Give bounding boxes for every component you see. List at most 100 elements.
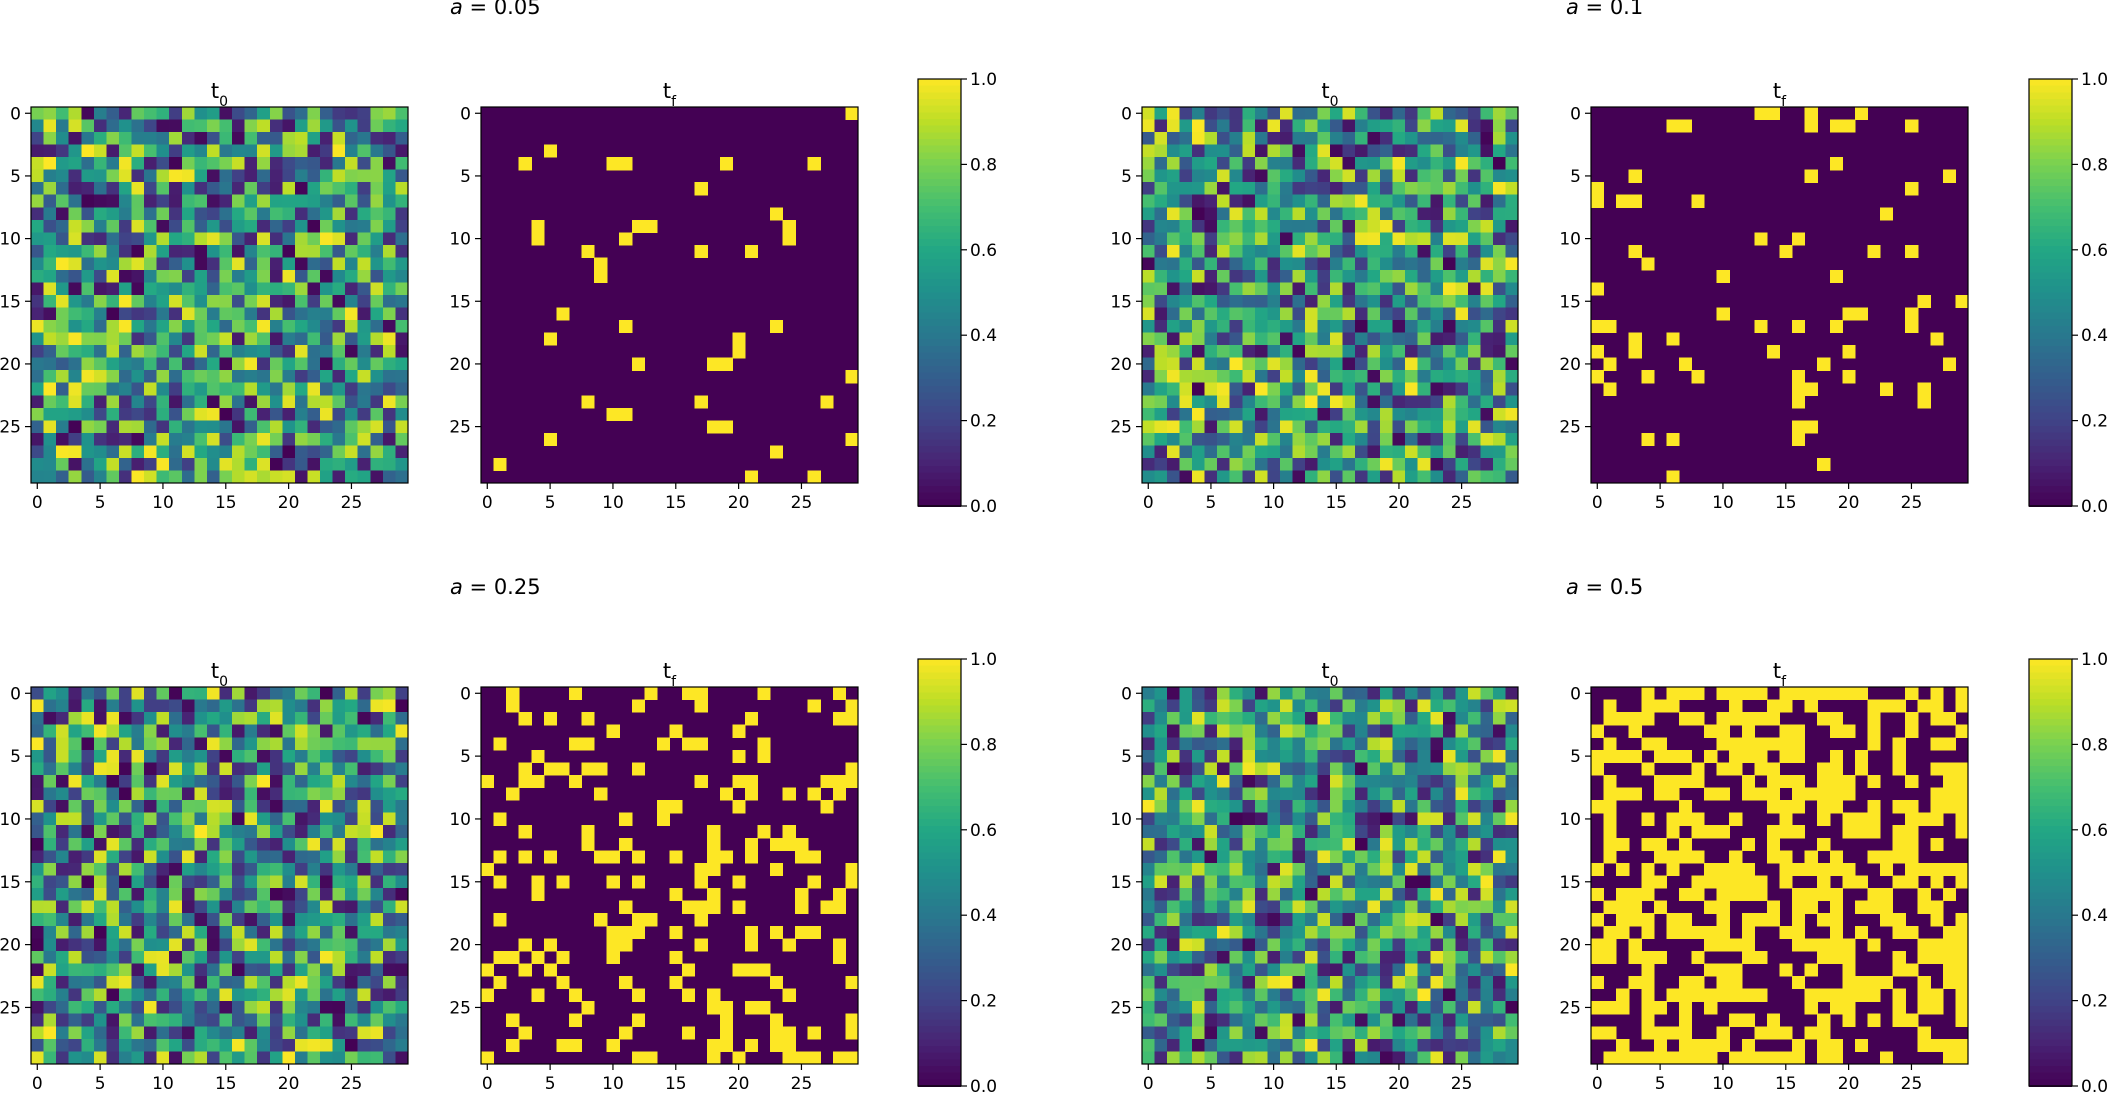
tf-cell	[1628, 976, 1642, 990]
tf-xtick-label: 20	[1838, 493, 1860, 513]
tf-cell	[1704, 1051, 1718, 1065]
t0-cell	[1192, 888, 1206, 902]
t0-cell	[169, 925, 183, 939]
t0-cell	[282, 1013, 296, 1027]
t0-cell	[1392, 774, 1406, 789]
t0-cell	[169, 232, 183, 246]
t0-cell	[1442, 938, 1456, 952]
tf-cell	[1955, 913, 1969, 927]
colorbar-step	[918, 1059, 961, 1067]
t0-cell	[282, 207, 296, 221]
colorbar-step	[918, 399, 961, 407]
t0-cell	[1492, 320, 1507, 334]
t0-cell	[1355, 107, 1369, 121]
t0-cell	[1279, 875, 1293, 889]
t0-cell	[219, 850, 233, 864]
t0-cell	[294, 157, 309, 171]
t0-cell	[1342, 712, 1356, 726]
t0-cell	[93, 976, 107, 990]
t0-cell	[1392, 888, 1406, 902]
t0-cell	[181, 1013, 195, 1027]
t0-cell	[1304, 144, 1319, 158]
colorbar-step	[2029, 999, 2072, 1007]
colorbar-step	[918, 465, 961, 474]
t0-cell	[1254, 370, 1268, 384]
t0-cell	[332, 712, 346, 726]
t0-cell	[269, 1051, 283, 1065]
tf-cell	[1641, 762, 1655, 776]
t0-cell	[43, 976, 57, 990]
t0-cell	[294, 938, 309, 952]
t0-cell	[269, 699, 283, 713]
colorbar-step	[918, 1039, 961, 1047]
t0-cell	[194, 988, 208, 1002]
t0-cell	[1330, 132, 1344, 146]
tf-cell	[656, 800, 671, 814]
t0-cell	[282, 282, 296, 296]
t0-cell	[1179, 950, 1193, 965]
t0-cell	[1417, 194, 1431, 208]
t0-cell	[1380, 169, 1394, 183]
tf-cell	[1754, 107, 1768, 121]
tf-cell	[770, 1013, 784, 1027]
t0-cell	[382, 888, 397, 902]
t0-cell	[43, 1013, 57, 1027]
t0-cell	[1229, 850, 1243, 864]
t0-cell	[395, 712, 409, 726]
t0-cell	[1417, 737, 1431, 751]
t0-cell	[68, 157, 82, 171]
t0-cell	[307, 699, 321, 713]
tf-cell	[1792, 395, 1806, 409]
t0-cell	[382, 232, 397, 246]
t0-cell	[1442, 913, 1456, 927]
t0-cell	[118, 875, 133, 889]
t0-cell	[1142, 749, 1156, 763]
t0-cell	[320, 144, 334, 158]
tf-cell	[1804, 1026, 1818, 1040]
t0-cell	[1430, 976, 1444, 990]
t0-cell	[1405, 800, 1419, 814]
t0-cell	[1229, 774, 1243, 789]
t0-cell	[1480, 357, 1494, 371]
t0-cell	[1242, 182, 1256, 196]
t0-cell	[395, 207, 409, 221]
t0-cell	[1167, 837, 1181, 851]
t0-cell	[244, 837, 258, 851]
t0-cell	[106, 1013, 120, 1027]
t0-cell	[1167, 470, 1181, 484]
t0-cell	[1455, 699, 1469, 713]
t0-cell	[169, 850, 183, 864]
t0-cell	[1505, 320, 1519, 334]
t0-cell	[43, 1038, 57, 1053]
t0-cell	[1229, 1026, 1243, 1040]
t0-cell	[1179, 357, 1193, 371]
colorbar-step	[2029, 412, 2072, 421]
t0-cell	[1217, 257, 1231, 271]
tf-cell	[543, 762, 557, 776]
t0-cell	[1154, 207, 1168, 221]
tf-cell	[1917, 988, 1931, 1002]
t0-cell	[81, 724, 95, 738]
t0-cell	[1505, 812, 1519, 826]
t0-cell	[307, 900, 321, 914]
tf-cell	[1591, 1001, 1605, 1015]
colorbar-step	[918, 1019, 961, 1027]
t0-cell	[1342, 157, 1356, 171]
t0-cell	[181, 470, 195, 484]
t0-cell	[1467, 850, 1481, 864]
t0-cell	[1455, 913, 1469, 927]
t0-cell	[282, 1001, 296, 1015]
tf-cell	[1779, 862, 1793, 877]
t0-cell	[294, 687, 309, 701]
tf-cell	[1942, 1051, 1957, 1065]
t0-cell	[206, 182, 221, 196]
tf-cell	[694, 938, 708, 952]
tf-cell	[644, 219, 658, 233]
t0-cell	[1405, 900, 1419, 914]
colorbar: 0.00.20.40.60.81.0	[2028, 650, 2108, 1093]
t0-cell	[370, 345, 384, 359]
t0-cell	[1279, 169, 1293, 183]
colorbar-step	[2029, 1012, 2072, 1021]
t0-cell	[1229, 269, 1243, 284]
t0-cell	[1317, 320, 1331, 334]
